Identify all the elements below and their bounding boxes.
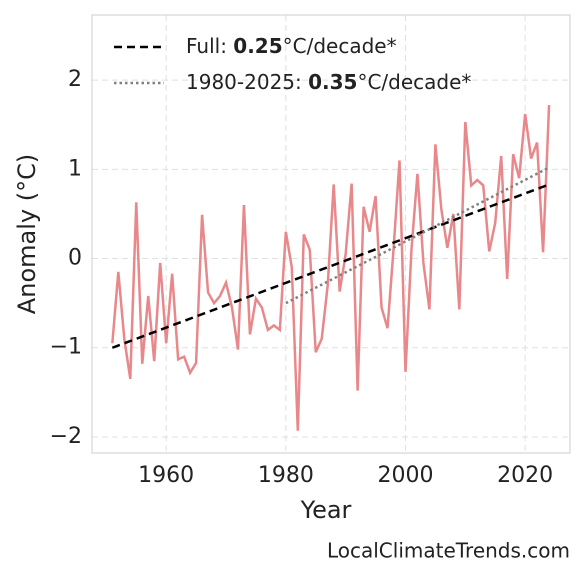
legend-label-part: °C/decade* (283, 34, 397, 58)
plot-frame (91, 14, 571, 454)
trend-line (111, 183, 550, 349)
y-tick-label: 1 (68, 156, 82, 181)
x-tick-label: 2020 (497, 463, 553, 488)
x-tick-label: 1980 (258, 463, 314, 488)
x-axis-label: Year (300, 496, 352, 524)
legend-label-part: °C/decade* (357, 70, 471, 94)
y-tick-label: 2 (68, 67, 82, 92)
data-line (111, 105, 551, 431)
legend-label-part: 0.35 (308, 70, 357, 94)
y-tick-label: −2 (50, 424, 82, 449)
y-axis-label: Anomaly (°C) (13, 154, 41, 314)
legend-label-part: Full: (186, 34, 233, 58)
legend-label-part: 1980-2025: (186, 70, 308, 94)
legend-label: 1980-2025: 0.35°C/decade* (186, 70, 471, 94)
x-tick-label: 2000 (377, 463, 433, 488)
y-tick-label: −1 (50, 335, 82, 360)
source: LocalClimateTrends.com (327, 539, 570, 563)
x-tick-label: 1960 (138, 463, 194, 488)
legend-label-part: 0.25 (233, 34, 282, 58)
legend-label: Full: 0.25°C/decade* (186, 34, 397, 58)
y-tick-label: 0 (68, 246, 82, 271)
